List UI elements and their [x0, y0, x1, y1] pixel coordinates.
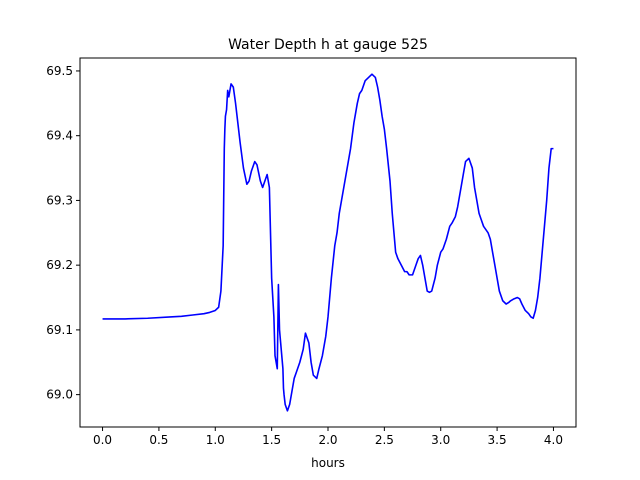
y-tick-label: 69.5: [46, 64, 73, 78]
x-tick-label: 3.0: [431, 433, 450, 447]
x-tick-label: 2.0: [318, 433, 337, 447]
x-tick-label: 1.0: [206, 433, 225, 447]
x-tick-label: 0.5: [149, 433, 168, 447]
x-axis-label: hours: [311, 456, 345, 470]
y-tick-label: 69.4: [46, 129, 73, 143]
y-tick-label: 69.0: [46, 388, 73, 402]
x-tick-label: 4.0: [544, 433, 563, 447]
y-tick-label: 69.1: [46, 323, 73, 337]
x-tick-label: 0.0: [93, 433, 112, 447]
y-tick-label: 69.2: [46, 258, 73, 272]
series-line: [102, 73, 554, 412]
x-tick-label: 2.5: [375, 433, 394, 447]
chart-title: Water Depth h at gauge 525: [228, 37, 428, 53]
plot-area: [80, 58, 576, 427]
plot-frame: [79, 57, 577, 428]
x-tick-label: 1.5: [262, 433, 281, 447]
axis-ticks: 0.0 0.5 1.0 1.5 2.0 2.5 3.0 3.5 4.0 69.0 69.1 69.2 6…: [46, 64, 563, 447]
y-tick-label: 69.3: [46, 193, 73, 207]
series-layer: [102, 73, 554, 412]
x-tick-label: 3.5: [488, 433, 507, 447]
